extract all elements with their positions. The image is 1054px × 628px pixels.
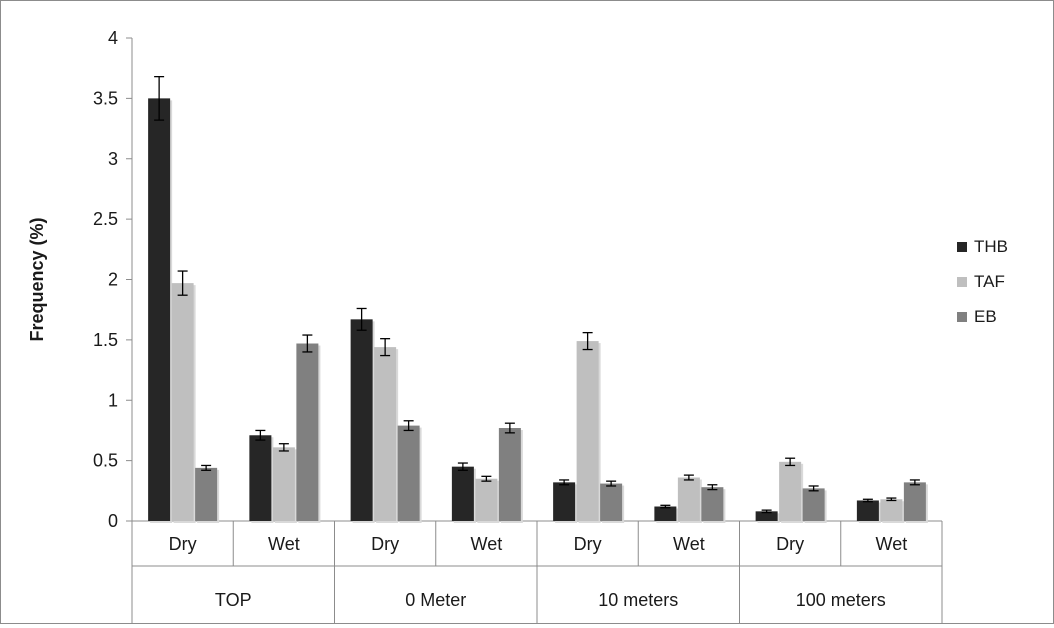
- legend-label-taf: TAF: [974, 272, 1005, 291]
- axis-labels: 0 0.5 1 1.5 2 2.5 3 3.5 4 Dry Wet Dry Wet Dry Wet Dry We…: [93, 28, 907, 610]
- category-label: Dry: [169, 534, 197, 554]
- legend: THB TAF EB: [957, 237, 1008, 326]
- group-label: 10 meters: [598, 590, 678, 610]
- bar-eb: [397, 425, 420, 521]
- y-tick-label: 2.5: [93, 209, 118, 229]
- bar-eb: [600, 483, 623, 521]
- group-label: 0 Meter: [405, 590, 466, 610]
- bar-thb: [654, 506, 677, 521]
- bar-eb: [903, 482, 926, 521]
- bars: [148, 75, 928, 523]
- y-tick-label: 1.5: [93, 330, 118, 350]
- bar-thb: [249, 435, 272, 521]
- bar-eb: [701, 487, 724, 521]
- y-tick-label: 0: [108, 511, 118, 531]
- y-tick-label: 4: [108, 28, 118, 48]
- legend-label-thb: THB: [974, 237, 1008, 256]
- y-tick-label: 0.5: [93, 451, 118, 471]
- bar-thb: [148, 98, 171, 521]
- bar-taf: [272, 447, 295, 521]
- bar-thb: [856, 500, 879, 521]
- legend-swatch-thb: [957, 242, 967, 252]
- bar-thb: [350, 319, 373, 521]
- bar-taf: [171, 283, 194, 521]
- y-tick-label: 1: [108, 390, 118, 410]
- bar-taf: [576, 341, 599, 521]
- y-axis-title: Frequency (%): [27, 217, 47, 341]
- bar-taf: [374, 347, 397, 521]
- group-label: 100 meters: [796, 590, 886, 610]
- bar-eb: [802, 488, 825, 521]
- y-tick-label: 3.5: [93, 88, 118, 108]
- category-label: Dry: [371, 534, 399, 554]
- category-label: Dry: [776, 534, 804, 554]
- y-tick-label: 3: [108, 149, 118, 169]
- legend-swatch-taf: [957, 277, 967, 287]
- bar-thb: [755, 511, 778, 521]
- category-label: Wet: [876, 534, 908, 554]
- axes: [126, 37, 943, 623]
- bar-thb: [451, 466, 474, 521]
- bar-thb: [553, 482, 576, 521]
- category-label: Dry: [574, 534, 602, 554]
- y-tick-label: 2: [108, 270, 118, 290]
- bar-taf: [880, 499, 903, 521]
- bar-taf: [677, 477, 700, 521]
- group-label: TOP: [215, 590, 252, 610]
- bar-eb: [498, 428, 521, 521]
- category-label: Wet: [471, 534, 503, 554]
- legend-swatch-eb: [957, 312, 967, 322]
- legend-label-eb: EB: [974, 307, 997, 326]
- category-label: Wet: [673, 534, 705, 554]
- bar-eb: [195, 467, 218, 521]
- bar-taf: [779, 461, 802, 521]
- bar-taf: [475, 478, 498, 521]
- bar-eb: [296, 343, 319, 521]
- category-label: Wet: [268, 534, 300, 554]
